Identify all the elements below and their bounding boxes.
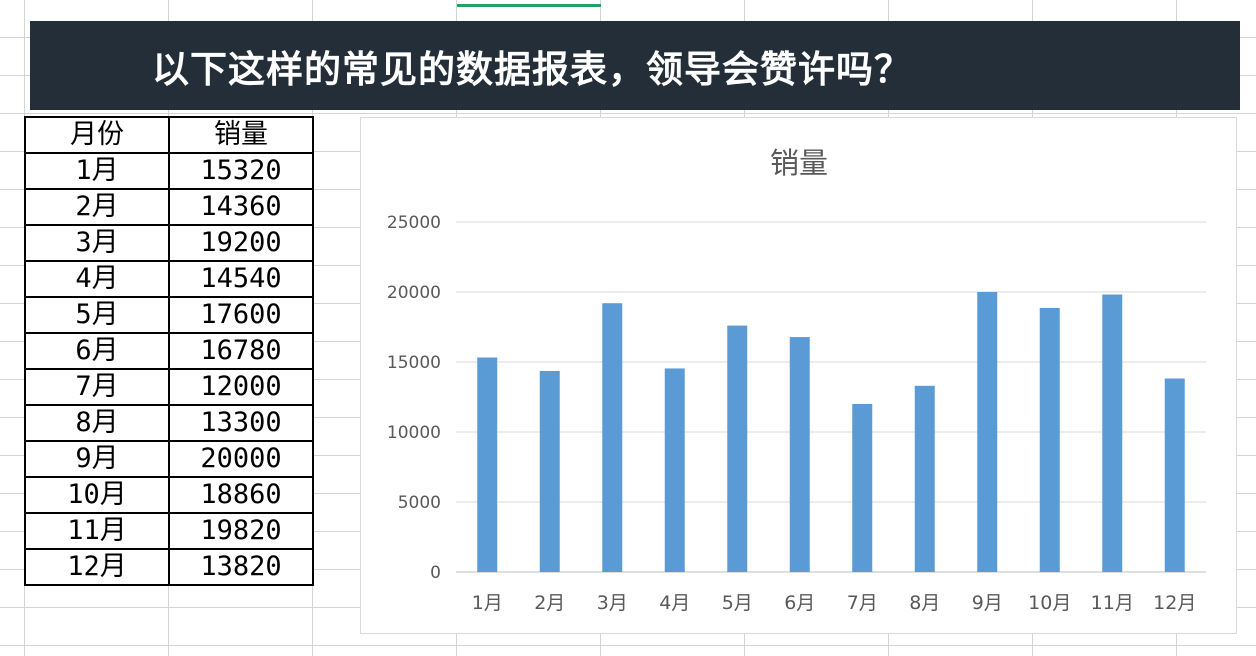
table-row: 8月 13300 (24, 404, 314, 442)
sales-chart[interactable]: 销量 0 5000 10000 15000 20000 25000 1月 2月 3月 4月 5月 6月… (360, 117, 1237, 634)
bar[interactable] (789, 337, 810, 572)
sales-cell[interactable]: 13300 (168, 404, 314, 442)
month-cell[interactable]: 6月 (24, 332, 170, 370)
chart-title: 销量 (770, 146, 828, 180)
table-header-row: 月份 销量 (24, 116, 314, 154)
sales-cell[interactable]: 12000 (168, 368, 314, 406)
sales-cell[interactable]: 16780 (168, 332, 314, 370)
sales-cell[interactable]: 13820 (168, 548, 314, 586)
sales-cell[interactable]: 19820 (168, 512, 314, 550)
sales-cell[interactable]: 14540 (168, 260, 314, 298)
bar[interactable] (727, 325, 748, 572)
sales-cell[interactable]: 20000 (168, 440, 314, 478)
table-row: 5月 17600 (24, 296, 314, 334)
sales-cell[interactable]: 19200 (168, 224, 314, 262)
table-row: 9月 20000 (24, 440, 314, 478)
month-cell[interactable]: 11月 (24, 512, 170, 550)
x-tick-label: 3月 (597, 592, 628, 614)
month-cell[interactable]: 7月 (24, 368, 170, 406)
sales-cell[interactable]: 14360 (168, 188, 314, 226)
month-cell[interactable]: 5月 (24, 296, 170, 334)
x-tick-label: 7月 (847, 592, 878, 614)
table-row: 6月 16780 (24, 332, 314, 370)
table-row: 1月 15320 (24, 152, 314, 190)
title-banner: 以下这样的常见的数据报表，领导会赞许吗？ (30, 21, 1240, 110)
bar[interactable] (1102, 294, 1123, 572)
table-row: 11月 19820 (24, 512, 314, 550)
sales-cell[interactable]: 18860 (168, 476, 314, 514)
bar[interactable] (1164, 378, 1185, 572)
x-tick-label: 8月 (909, 592, 940, 614)
x-tick-label: 4月 (659, 592, 690, 614)
bar[interactable] (852, 404, 873, 572)
y-tick-label: 0 (430, 563, 441, 583)
x-tick-label: 12月 (1153, 592, 1196, 614)
bar-chart-svg: 销量 0 5000 10000 15000 20000 25000 1月 2月 3月 4月 5月 6月… (387, 146, 1206, 614)
x-tick-label: 2月 (534, 592, 565, 614)
sales-table: 月份 销量 1月 15320 2月 14360 3月 19200 4月 14540 5月… (24, 116, 314, 586)
table-row: 3月 19200 (24, 224, 314, 262)
month-cell[interactable]: 8月 (24, 404, 170, 442)
x-tick-label: 1月 (472, 592, 503, 614)
sales-cell[interactable]: 15320 (168, 152, 314, 190)
selected-column-indicator (457, 4, 601, 7)
bar[interactable] (914, 385, 935, 572)
table-row: 7月 12000 (24, 368, 314, 406)
banner-title: 以下这样的常见的数据报表，领导会赞许吗？ (152, 47, 912, 91)
header-sales[interactable]: 销量 (168, 116, 314, 154)
y-tick-label: 5000 (398, 493, 441, 513)
x-tick-label: 6月 (784, 592, 815, 614)
x-tick-label: 9月 (972, 592, 1003, 614)
bar[interactable] (477, 357, 498, 572)
y-tick-label: 15000 (387, 353, 441, 373)
table-row: 4月 14540 (24, 260, 314, 298)
bar[interactable] (602, 303, 623, 572)
month-cell[interactable]: 3月 (24, 224, 170, 262)
bar[interactable] (977, 292, 998, 572)
table-row: 10月 18860 (24, 476, 314, 514)
table-row: 2月 14360 (24, 188, 314, 226)
x-tick-label: 10月 (1028, 592, 1071, 614)
month-cell[interactable]: 9月 (24, 440, 170, 478)
month-cell[interactable]: 1月 (24, 152, 170, 190)
bar[interactable] (539, 370, 560, 572)
sales-cell[interactable]: 17600 (168, 296, 314, 334)
x-tick-label: 5月 (722, 592, 753, 614)
y-tick-label: 25000 (387, 213, 441, 233)
bar[interactable] (1039, 307, 1060, 572)
month-cell[interactable]: 12月 (24, 548, 170, 586)
month-cell[interactable]: 4月 (24, 260, 170, 298)
month-cell[interactable]: 10月 (24, 476, 170, 514)
bar[interactable] (664, 368, 685, 572)
header-month[interactable]: 月份 (24, 116, 170, 154)
y-tick-label: 10000 (387, 423, 441, 443)
y-tick-label: 20000 (387, 283, 441, 303)
table-row: 12月 13820 (24, 548, 314, 586)
x-tick-label: 11月 (1091, 592, 1134, 614)
month-cell[interactable]: 2月 (24, 188, 170, 226)
